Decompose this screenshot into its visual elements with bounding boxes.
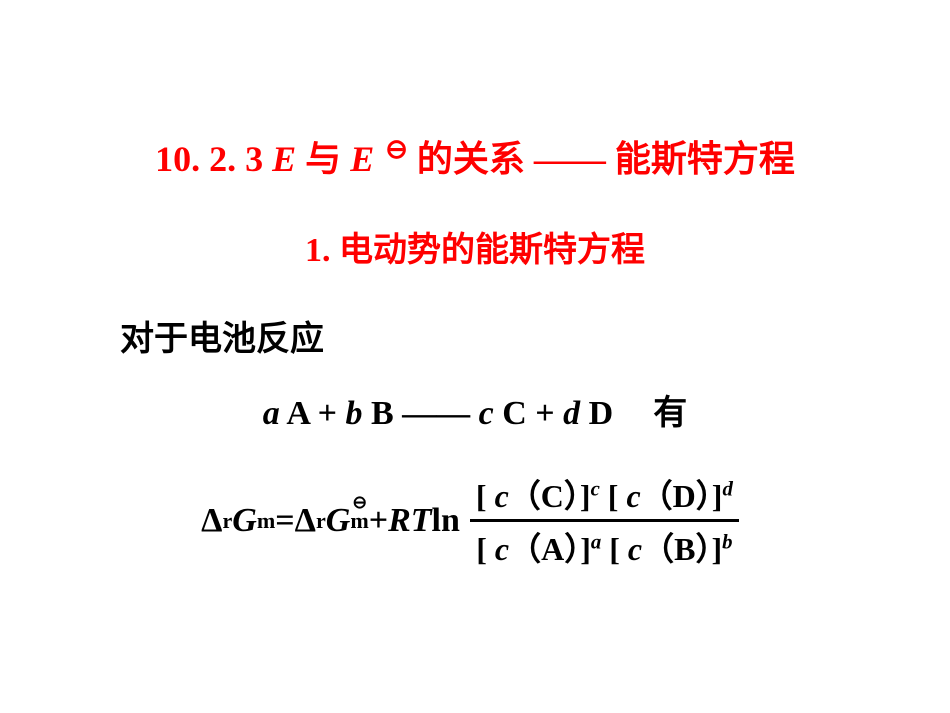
- coef-b: b: [345, 395, 362, 432]
- species-C: C: [494, 395, 527, 432]
- n-close1: ]: [580, 478, 591, 514]
- plus-1: +: [309, 395, 345, 432]
- sub-r1: r: [222, 508, 232, 534]
- n-sep: [600, 478, 608, 514]
- n-open1: [: [476, 478, 495, 514]
- ln: ln: [432, 502, 460, 540]
- species-A: A: [280, 395, 309, 432]
- arrow: ——: [394, 395, 479, 432]
- species-D: D: [580, 395, 613, 432]
- equation-lhs: ΔrGm = Δ rG ⊖m + RTln: [201, 502, 460, 540]
- fraction: [ c（C）]c [ c（D）]d [ c（A）]a [ c（B）]b: [470, 469, 739, 572]
- n-C: C: [541, 478, 564, 514]
- subtitle: 1. 电动势的能斯特方程: [0, 222, 950, 271]
- d-open1: [: [476, 531, 495, 567]
- n-D: D: [673, 478, 696, 514]
- relation-text: 的关系 —— 能斯特方程: [417, 139, 795, 179]
- gibbs-equation: ΔrGm = Δ rG ⊖m + RTln [ c（C）]c [ c（D）]d …: [0, 469, 950, 572]
- d-exp-a: a: [591, 530, 601, 553]
- plus-2: +: [527, 395, 563, 432]
- d-lp2: （: [642, 531, 674, 567]
- d-close2: ]: [712, 531, 723, 567]
- G2: G: [326, 502, 351, 540]
- n-c2: c: [626, 478, 640, 514]
- delta-1: Δ: [201, 502, 222, 540]
- coef-d: d: [563, 395, 580, 432]
- var-E1: E: [272, 139, 296, 179]
- n-exp-d: d: [722, 477, 732, 500]
- subtitle-number: 1.: [305, 232, 331, 269]
- denominator: [ c（A）]a [ c（B）]b: [470, 522, 738, 572]
- reaction-equation: a A + b B —— c C + d D 有: [0, 385, 950, 434]
- var-E2: E: [350, 139, 374, 179]
- d-exp-b: b: [722, 530, 732, 553]
- slide: 10. 2. 3 E 与 E ⊖ 的关系 —— 能斯特方程 1. 电动势的能斯特…: [0, 0, 950, 713]
- theta-superscript: ⊖: [385, 134, 408, 164]
- n-exp-c: c: [591, 477, 600, 500]
- numerator: [ c（C）]c [ c（D）]d: [470, 469, 739, 519]
- trailing-you: 有: [653, 395, 687, 432]
- theta-icon: ⊖: [352, 492, 367, 513]
- G1: G: [232, 502, 257, 540]
- n-rp1: ）: [564, 478, 580, 514]
- plus: +: [369, 502, 388, 540]
- n-close2: ]: [712, 478, 723, 514]
- d-c1: c: [495, 531, 509, 567]
- n-c1: c: [495, 478, 509, 514]
- d-open2: [: [609, 531, 628, 567]
- n-open2: [: [608, 478, 627, 514]
- coef-a: a: [263, 395, 280, 432]
- equals: =: [275, 502, 294, 540]
- sub-r2: r: [316, 508, 326, 534]
- d-close1: ]: [580, 531, 591, 567]
- sub-m2-theta: ⊖m: [350, 508, 368, 534]
- intro-line: 对于电池反应: [120, 311, 950, 360]
- d-A: A: [541, 531, 564, 567]
- sub-m1: m: [257, 508, 275, 534]
- coef-c: c: [479, 395, 494, 432]
- delta-2: Δ: [295, 502, 316, 540]
- d-lp1: （: [509, 531, 541, 567]
- d-c2: c: [628, 531, 642, 567]
- n-rp2: ）: [696, 478, 712, 514]
- subtitle-text: 电动势的能斯特方程: [339, 232, 645, 269]
- species-B: B: [362, 395, 393, 432]
- section-number: 10. 2. 3: [155, 139, 263, 179]
- section-title: 10. 2. 3 E 与 E ⊖ 的关系 —— 能斯特方程: [0, 130, 950, 182]
- d-B: B: [674, 531, 695, 567]
- d-rp2: ）: [695, 531, 711, 567]
- connector: 与: [305, 139, 350, 179]
- d-rp1: ）: [564, 531, 580, 567]
- n-lp2: （: [641, 478, 673, 514]
- RT: RT: [388, 502, 431, 540]
- n-lp1: （: [509, 478, 541, 514]
